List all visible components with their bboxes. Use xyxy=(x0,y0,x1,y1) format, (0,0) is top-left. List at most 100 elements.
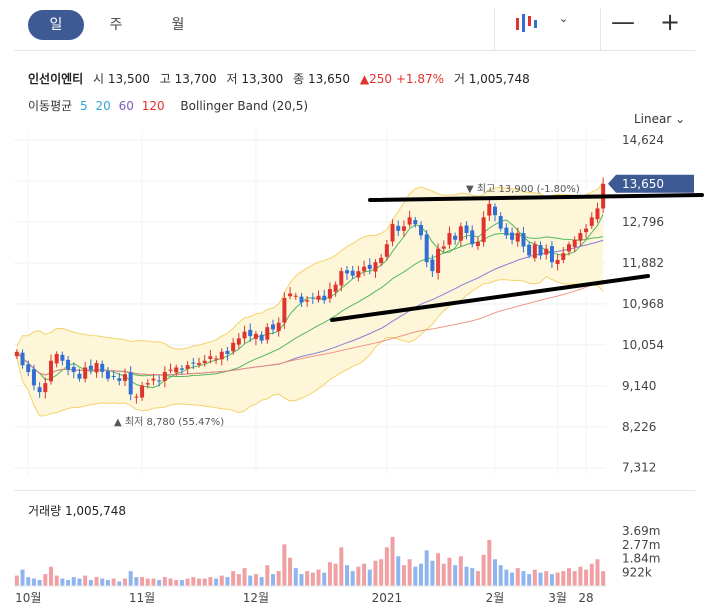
volume-bar xyxy=(532,569,537,586)
candle-body xyxy=(248,329,253,337)
ma-60-label[interactable]: 60 xyxy=(118,99,134,113)
high-value: 13,700 xyxy=(174,72,217,86)
candle-body xyxy=(424,234,429,263)
tab-week[interactable]: 주 xyxy=(109,17,123,33)
volume-bar xyxy=(538,572,543,586)
bollinger-lower-line xyxy=(16,275,604,417)
volume-bar xyxy=(265,565,270,586)
x-tick-label: 28 xyxy=(578,591,593,605)
volume-bar xyxy=(384,547,389,586)
volume-bar xyxy=(567,568,571,586)
candle-body xyxy=(584,228,589,233)
volume-bar xyxy=(174,580,179,586)
volume-bar xyxy=(498,565,503,586)
candle-body xyxy=(179,368,184,370)
zoom-in-icon[interactable]: + xyxy=(660,8,681,36)
volume-bar xyxy=(299,574,304,586)
candle-body xyxy=(322,295,327,301)
candle-body xyxy=(498,216,503,229)
volume-bar xyxy=(401,565,406,586)
candle-body xyxy=(197,362,201,365)
high-annotation: ▼ 최고 13,900 (-1.80%) xyxy=(466,183,580,195)
ma120-line xyxy=(16,279,604,376)
candle-body xyxy=(71,367,76,372)
price-tick-label: 9,140 xyxy=(622,379,656,393)
candle-body xyxy=(510,232,515,240)
candle-chart-icon[interactable] xyxy=(514,12,540,34)
volume-bar xyxy=(276,571,281,586)
low-value: 13,300 xyxy=(241,72,284,86)
candle-body xyxy=(458,226,463,241)
price-chart[interactable]: 14,624 12,796 11,882 10,968 10,054 9,140 8,226… xyxy=(0,130,705,490)
scale-selector[interactable]: Linear ⌄ xyxy=(634,112,685,126)
ma-20-label[interactable]: 20 xyxy=(95,99,111,113)
candle-body xyxy=(367,264,372,269)
volume-bar xyxy=(197,578,201,586)
volume-bar xyxy=(453,565,458,586)
ma-120-label[interactable]: 120 xyxy=(141,99,165,113)
candle-body xyxy=(532,244,537,259)
volume-bar xyxy=(236,574,241,586)
volume-bar xyxy=(584,569,589,586)
candle-body xyxy=(549,246,554,263)
candle-body xyxy=(305,300,310,302)
candle-body xyxy=(379,257,384,264)
x-tick-label: 12월 xyxy=(243,591,269,605)
volume-bar xyxy=(430,560,435,586)
ma-5-label[interactable]: 5 xyxy=(80,99,88,113)
zoom-out-icon[interactable]: — xyxy=(611,8,635,36)
candle-body xyxy=(407,217,412,225)
candle-body xyxy=(231,342,236,352)
change-percent: +1.87% xyxy=(395,72,444,86)
candle-body xyxy=(293,295,298,297)
price-tick-label: 11,882 xyxy=(622,256,664,270)
volume-bar xyxy=(14,575,19,586)
volume-bar xyxy=(288,557,293,586)
candle-body xyxy=(362,266,367,272)
volume-bar xyxy=(179,580,184,586)
toolbar-divider xyxy=(600,8,601,50)
candle-body xyxy=(20,352,25,366)
candle-body xyxy=(356,271,361,278)
tab-day[interactable]: 일 xyxy=(28,10,84,40)
scale-mode: Linear xyxy=(634,112,672,126)
volume-bar xyxy=(396,556,401,586)
volume-bar xyxy=(436,553,441,586)
x-tick-label: 2월 xyxy=(486,591,505,605)
bollinger-label[interactable]: Bollinger Band (20,5) xyxy=(180,99,309,113)
volume-bar xyxy=(225,577,230,586)
open-label: 시 xyxy=(93,72,105,86)
volume-bar xyxy=(54,575,59,586)
candle-body xyxy=(384,244,389,257)
candle-body xyxy=(538,245,543,256)
candle-body xyxy=(94,362,99,373)
volume-bar xyxy=(379,559,384,586)
candle-body xyxy=(327,289,332,299)
volume-bar xyxy=(561,571,566,586)
volume-bar xyxy=(339,547,344,586)
volume-bar xyxy=(316,569,321,586)
candle-body xyxy=(447,233,452,245)
volume-tick-label: 922k xyxy=(622,565,652,579)
bollinger-upper-line xyxy=(16,181,604,350)
candle-body xyxy=(515,233,520,242)
volume-bar xyxy=(100,578,105,586)
candle-body xyxy=(83,367,88,379)
volume-bar xyxy=(71,577,76,586)
candle-body xyxy=(100,363,105,372)
tab-month[interactable]: 월 xyxy=(171,17,185,33)
close-label: 종 xyxy=(293,72,305,86)
candle-body xyxy=(430,259,435,272)
candle-body xyxy=(567,244,571,252)
volume-bar xyxy=(601,571,606,586)
open-value: 13,500 xyxy=(107,72,150,86)
candle-body xyxy=(162,371,167,381)
candle-body xyxy=(105,371,110,379)
chart-toolbar: 일 주 월 ⌄ — + xyxy=(14,0,695,51)
candle-body xyxy=(26,364,31,372)
volume-bar xyxy=(49,566,53,586)
volume-bar xyxy=(123,578,127,586)
toolbar-divider xyxy=(494,8,495,50)
chevron-down-icon[interactable]: ⌄ xyxy=(559,12,569,25)
